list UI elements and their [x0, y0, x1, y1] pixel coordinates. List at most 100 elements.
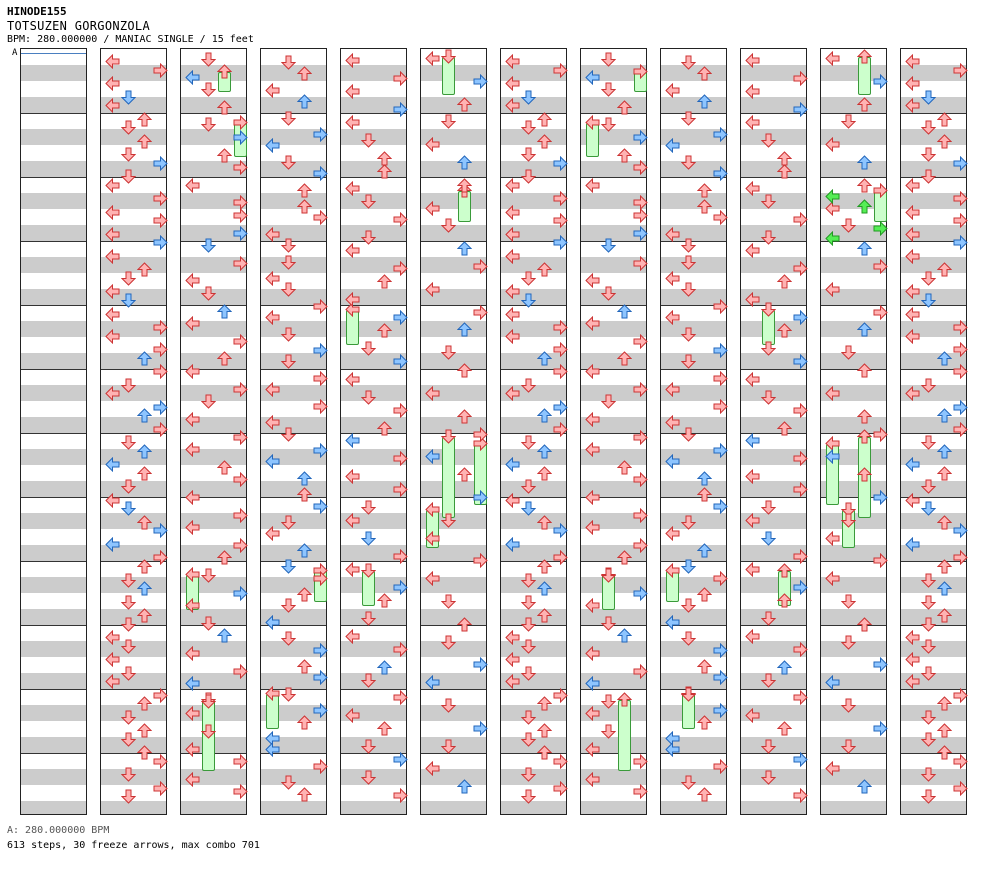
right-arrow-icon: [713, 299, 728, 314]
up-arrow-icon: [137, 608, 152, 623]
up-arrow-icon: [297, 715, 312, 730]
down-arrow-icon: [601, 694, 616, 709]
right-arrow-icon: [153, 422, 168, 437]
right-arrow-icon: [313, 759, 328, 774]
right-arrow-icon: [793, 71, 808, 86]
measure-line: [821, 625, 886, 626]
down-arrow-icon: [601, 724, 616, 739]
left-arrow-icon: [505, 178, 520, 193]
left-arrow-icon: [185, 598, 200, 613]
down-arrow-icon: [441, 513, 456, 528]
right-arrow-icon: [153, 63, 168, 78]
down-arrow-icon: [761, 531, 776, 546]
left-arrow-icon: [425, 761, 440, 776]
left-arrow-icon: [585, 706, 600, 721]
left-arrow-icon: [105, 249, 120, 264]
left-arrow-icon: [425, 137, 440, 152]
left-arrow-icon: [825, 531, 840, 546]
measure-line: [741, 113, 806, 114]
down-arrow-icon: [201, 568, 216, 583]
measure-line: [261, 689, 326, 690]
down-arrow-icon: [601, 52, 616, 67]
left-arrow-icon: [505, 76, 520, 91]
measure-line: [181, 497, 246, 498]
step-column: [500, 48, 568, 815]
measure-line: [661, 113, 726, 114]
up-arrow-icon: [137, 723, 152, 738]
down-arrow-icon: [761, 500, 776, 515]
down-arrow-icon: [921, 435, 936, 450]
left-arrow-icon: [745, 469, 760, 484]
left-arrow-icon: [745, 181, 760, 196]
right-arrow-icon: [713, 670, 728, 685]
up-arrow-icon: [537, 515, 552, 530]
right-arrow-icon: [153, 781, 168, 796]
down-arrow-icon: [521, 732, 536, 747]
right-arrow-icon: [633, 538, 648, 553]
measure-line: [101, 241, 166, 242]
up-arrow-icon: [697, 487, 712, 502]
down-arrow-icon: [121, 767, 136, 782]
down-arrow-icon: [521, 573, 536, 588]
up-arrow-icon: [217, 100, 232, 115]
up-arrow-icon: [137, 112, 152, 127]
right-arrow-icon: [473, 427, 488, 442]
up-arrow-icon: [137, 745, 152, 760]
down-arrow-icon: [681, 598, 696, 613]
right-arrow-icon: [713, 371, 728, 386]
down-arrow-icon: [121, 639, 136, 654]
left-arrow-icon: [665, 563, 680, 578]
right-arrow-icon: [793, 310, 808, 325]
up-arrow-icon: [537, 466, 552, 481]
down-arrow-icon: [841, 739, 856, 754]
down-arrow-icon: [921, 732, 936, 747]
down-arrow-icon: [681, 775, 696, 790]
up-arrow-icon: [777, 421, 792, 436]
right-arrow-icon: [953, 213, 968, 228]
right-arrow-icon: [313, 670, 328, 685]
right-arrow-icon: [553, 523, 568, 538]
down-arrow-icon: [441, 594, 456, 609]
left-arrow-icon: [745, 292, 760, 307]
left-arrow-icon: [105, 227, 120, 242]
left-arrow-icon: [585, 412, 600, 427]
left-arrow-icon: [505, 674, 520, 689]
right-arrow-icon: [553, 422, 568, 437]
up-arrow-icon: [457, 467, 472, 482]
left-arrow-icon: [345, 115, 360, 130]
right-arrow-icon: [793, 102, 808, 117]
measure-line: [501, 305, 566, 306]
up-arrow-icon: [857, 97, 872, 112]
down-arrow-icon: [281, 515, 296, 530]
up-arrow-icon: [297, 659, 312, 674]
down-arrow-icon: [361, 390, 376, 405]
up-arrow-icon: [617, 460, 632, 475]
down-arrow-icon: [361, 673, 376, 688]
measure-line: [661, 561, 726, 562]
left-arrow-icon: [185, 676, 200, 691]
measure-line: [21, 177, 86, 178]
right-arrow-icon: [713, 571, 728, 586]
right-arrow-icon: [953, 191, 968, 206]
measure-line: [101, 113, 166, 114]
right-arrow-icon: [793, 690, 808, 705]
left-arrow-icon: [105, 98, 120, 113]
left-arrow-icon: [105, 493, 120, 508]
down-arrow-icon: [921, 90, 936, 105]
right-arrow-icon: [793, 354, 808, 369]
left-arrow-icon: [105, 329, 120, 344]
left-arrow-icon: [505, 307, 520, 322]
measure-line: [181, 241, 246, 242]
measure-line: [501, 561, 566, 562]
right-arrow-icon: [633, 508, 648, 523]
measure-line: [421, 241, 486, 242]
up-arrow-icon: [217, 351, 232, 366]
measure-line: [101, 305, 166, 306]
right-arrow-icon: [793, 549, 808, 564]
left-arrow-icon: [345, 372, 360, 387]
up-arrow-icon: [457, 779, 472, 794]
down-arrow-icon: [361, 531, 376, 546]
down-arrow-icon: [921, 710, 936, 725]
right-arrow-icon: [553, 342, 568, 357]
right-arrow-icon: [553, 63, 568, 78]
